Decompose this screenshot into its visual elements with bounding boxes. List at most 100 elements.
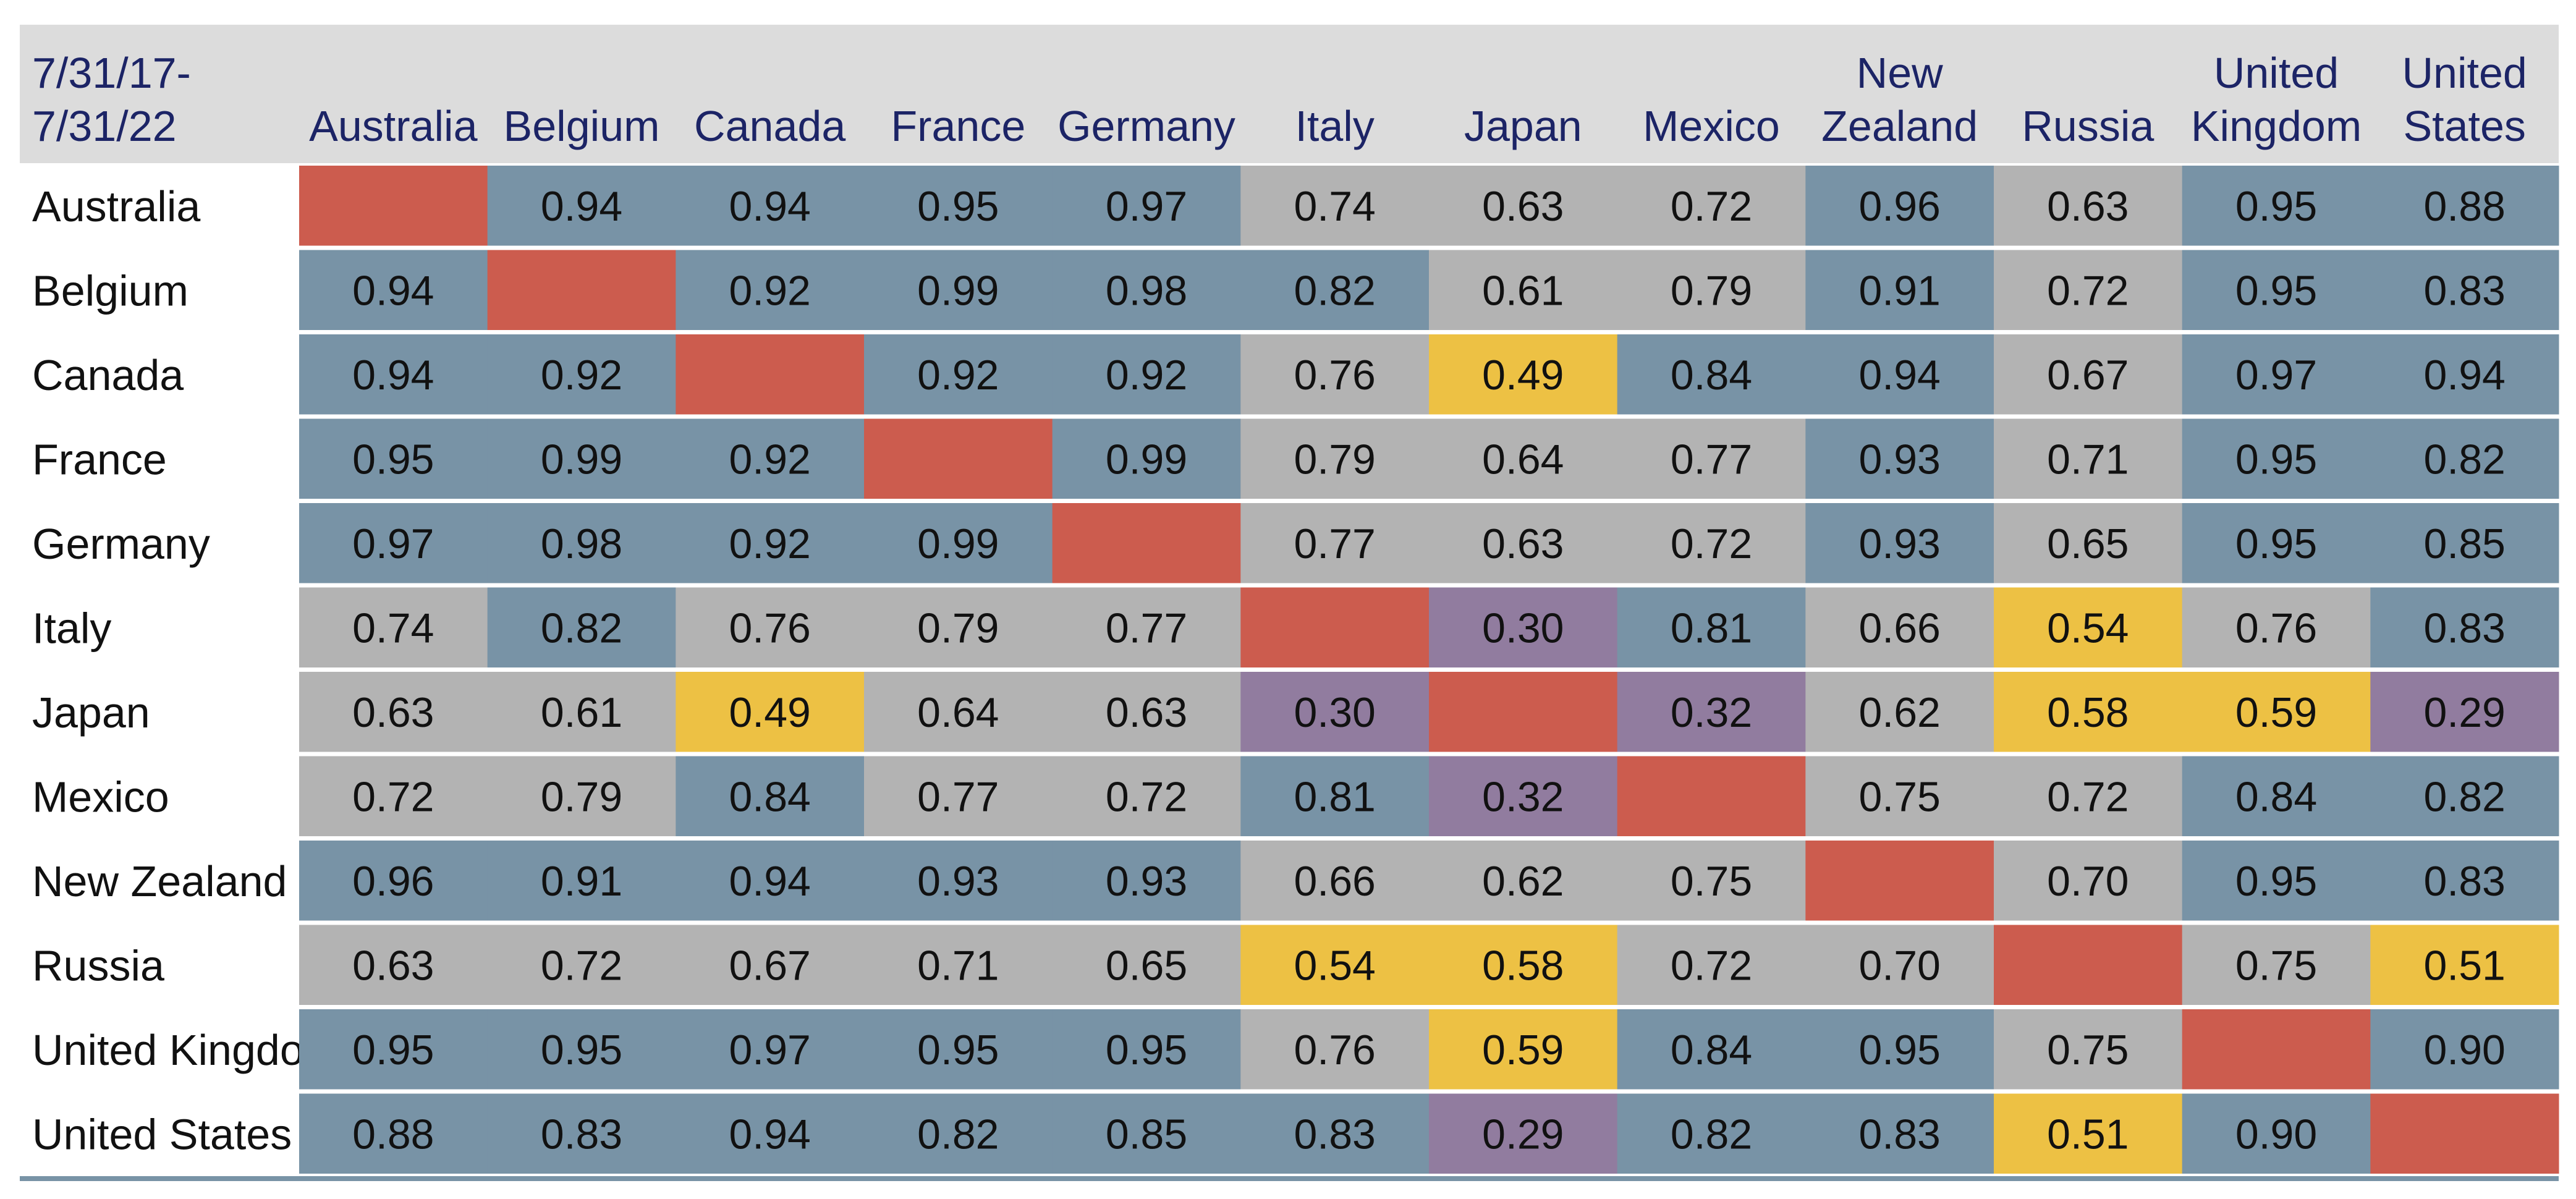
heatmap-cell bbox=[1052, 587, 1241, 667]
cell-value-label: 0.95 bbox=[2235, 520, 2317, 567]
heatmap-cell bbox=[1805, 166, 1994, 246]
diagonal-cell bbox=[1805, 841, 1994, 921]
heatmap-cell bbox=[1994, 841, 2183, 921]
column-header-line: Germany bbox=[1057, 102, 1235, 150]
cell-value-label: 0.93 bbox=[1858, 520, 1940, 567]
heatmap-cell bbox=[864, 841, 1053, 921]
header-band bbox=[20, 25, 2559, 163]
heatmap-cell bbox=[1617, 334, 1806, 415]
cell-value-label: 0.79 bbox=[917, 604, 999, 651]
cell-value-label: 0.91 bbox=[541, 858, 622, 905]
heatmap-cell bbox=[1240, 1093, 1430, 1174]
heatmap-cell bbox=[299, 418, 488, 499]
cell-value-label: 0.62 bbox=[1482, 858, 1564, 905]
heatmap-cell bbox=[1617, 418, 1806, 499]
diagonal-cell bbox=[2182, 1009, 2371, 1090]
heatmap-cell bbox=[2182, 925, 2371, 1005]
heatmap-cell bbox=[299, 672, 488, 752]
cell-value-label: 0.95 bbox=[1106, 1027, 1187, 1074]
heatmap-cell bbox=[1617, 1093, 1806, 1174]
heatmap-cell bbox=[1805, 334, 1994, 415]
row-label: Germany bbox=[32, 520, 210, 568]
heatmap-cell bbox=[487, 1093, 676, 1174]
heatmap-cell bbox=[1429, 334, 1618, 415]
heatmap-cell bbox=[299, 1093, 488, 1174]
cell-value-label: 0.95 bbox=[917, 1027, 999, 1074]
column-header: Australia bbox=[309, 102, 477, 150]
heatmap-cell bbox=[1429, 756, 1618, 836]
cell-value-label: 0.76 bbox=[1294, 1027, 1375, 1074]
heatmap-cell bbox=[1994, 334, 2183, 415]
column-header-line: United bbox=[2214, 49, 2339, 97]
heatmap-cell bbox=[2370, 503, 2559, 583]
cell-value-label: 0.94 bbox=[729, 858, 810, 905]
cell-value-label: 0.61 bbox=[541, 689, 622, 736]
cell-value-label: 0.82 bbox=[541, 604, 622, 651]
cell-value-label: 0.94 bbox=[729, 1111, 810, 1158]
cell-value-label: 0.63 bbox=[352, 942, 434, 989]
heatmap-cell bbox=[487, 925, 676, 1005]
cell-value-label: 0.97 bbox=[1106, 183, 1187, 230]
column-header: Germany bbox=[1057, 102, 1235, 150]
cell-value-label: 0.49 bbox=[1482, 352, 1564, 399]
cell-value-label: 0.72 bbox=[2047, 773, 2129, 820]
row-label: Mexico bbox=[32, 773, 169, 821]
heatmap-cell bbox=[1240, 418, 1430, 499]
cell-value-label: 0.63 bbox=[2047, 183, 2129, 230]
heatmap-cell bbox=[1617, 925, 1806, 1005]
cell-value-label: 0.83 bbox=[541, 1111, 622, 1158]
heatmap-cell bbox=[299, 587, 488, 667]
cell-value-label: 0.96 bbox=[352, 858, 434, 905]
diagonal-cell bbox=[1617, 756, 1806, 836]
heatmap-cell bbox=[487, 418, 676, 499]
column-header-line: Australia bbox=[309, 102, 477, 150]
heatmap-cell bbox=[1052, 418, 1241, 499]
heatmap-cell bbox=[1429, 1009, 1618, 1090]
cell-value-label: 0.84 bbox=[729, 773, 810, 820]
cell-value-label: 0.96 bbox=[1858, 183, 1940, 230]
cell-value-label: 0.32 bbox=[1671, 689, 1752, 736]
heatmap-cell bbox=[487, 587, 676, 667]
cell-value-label: 0.75 bbox=[2047, 1027, 2129, 1074]
cell-value-label: 0.79 bbox=[541, 773, 622, 820]
heatmap-cell bbox=[864, 334, 1053, 415]
cell-value-label: 0.92 bbox=[729, 436, 810, 483]
cell-value-label: 0.83 bbox=[1294, 1111, 1375, 1158]
heatmap-cell bbox=[2370, 1009, 2559, 1090]
heatmap-cell bbox=[864, 925, 1053, 1005]
cell-value-label: 0.65 bbox=[1106, 942, 1187, 989]
cell-value-label: 0.81 bbox=[1671, 604, 1752, 651]
cell-value-label: 0.72 bbox=[1671, 183, 1752, 230]
heatmap-cell bbox=[1052, 250, 1241, 330]
heatmap-cell bbox=[1805, 418, 1994, 499]
cell-value-label: 0.99 bbox=[917, 520, 999, 567]
cell-value-label: 0.84 bbox=[2235, 773, 2317, 820]
cell-value-label: 0.62 bbox=[1858, 689, 1940, 736]
column-header: United Kingdom bbox=[2191, 49, 2362, 150]
row-label: Canada bbox=[32, 351, 184, 399]
heatmap-cell bbox=[1240, 756, 1430, 836]
cell-value-label: 0.93 bbox=[917, 858, 999, 905]
column-header-line: Canada bbox=[694, 102, 845, 150]
heatmap-cell bbox=[1052, 1093, 1241, 1174]
cell-value-label: 0.59 bbox=[1482, 1027, 1564, 1074]
cell-value-label: 0.63 bbox=[352, 689, 434, 736]
row-label: United Kingdom bbox=[32, 1026, 340, 1074]
heatmap-cell bbox=[1617, 841, 1806, 921]
heatmap-cell bbox=[2182, 166, 2371, 246]
cell-value-label: 0.63 bbox=[1482, 183, 1564, 230]
cell-value-label: 0.94 bbox=[352, 352, 434, 399]
column-header-line: France bbox=[891, 102, 1025, 150]
heatmap-cell bbox=[1994, 756, 2183, 836]
heatmap-cell bbox=[864, 672, 1053, 752]
heatmap-cell bbox=[676, 166, 865, 246]
heatmap-cell bbox=[1805, 672, 1994, 752]
heatmap-cell bbox=[2182, 503, 2371, 583]
column-header: Japan bbox=[1464, 102, 1582, 150]
heatmap-cell bbox=[1240, 925, 1430, 1005]
cell-value-label: 0.76 bbox=[2235, 604, 2317, 651]
heatmap-cell bbox=[1805, 503, 1994, 583]
heatmap-cell bbox=[2370, 250, 2559, 330]
heatmap-cell bbox=[299, 925, 488, 1005]
cell-value-label: 0.83 bbox=[2423, 604, 2505, 651]
